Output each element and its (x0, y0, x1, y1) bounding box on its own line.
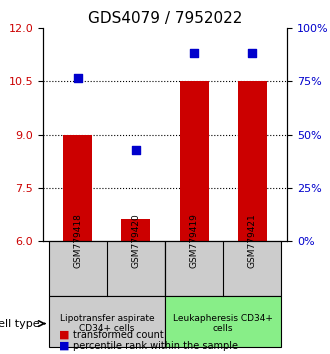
Bar (180, 81, 209, 241)
Point (133, 148, 139, 153)
Point (75, 75, 81, 81)
FancyBboxPatch shape (49, 241, 165, 296)
Text: Lipotransfer aspirate
CD34+ cells: Lipotransfer aspirate CD34+ cells (59, 314, 154, 333)
Point (249, 50, 255, 56)
Title: GDS4079 / 7952022: GDS4079 / 7952022 (88, 11, 242, 26)
FancyBboxPatch shape (49, 296, 165, 347)
Text: percentile rank within the sample: percentile rank within the sample (73, 341, 238, 351)
Text: ■: ■ (59, 330, 70, 339)
FancyBboxPatch shape (165, 241, 281, 296)
Bar (121, 219, 150, 241)
Text: cell type: cell type (0, 319, 40, 329)
FancyBboxPatch shape (165, 296, 281, 347)
Text: GSM779421: GSM779421 (248, 213, 257, 268)
Text: GSM779419: GSM779419 (189, 213, 199, 268)
Text: transformed count: transformed count (73, 330, 163, 339)
Text: Leukapheresis CD34+
cells: Leukapheresis CD34+ cells (173, 314, 273, 333)
Text: GSM779420: GSM779420 (131, 213, 141, 268)
Bar (238, 81, 267, 241)
Point (191, 50, 197, 56)
Text: ■: ■ (59, 341, 70, 351)
Bar (63, 135, 92, 241)
Text: GSM779418: GSM779418 (73, 213, 82, 268)
